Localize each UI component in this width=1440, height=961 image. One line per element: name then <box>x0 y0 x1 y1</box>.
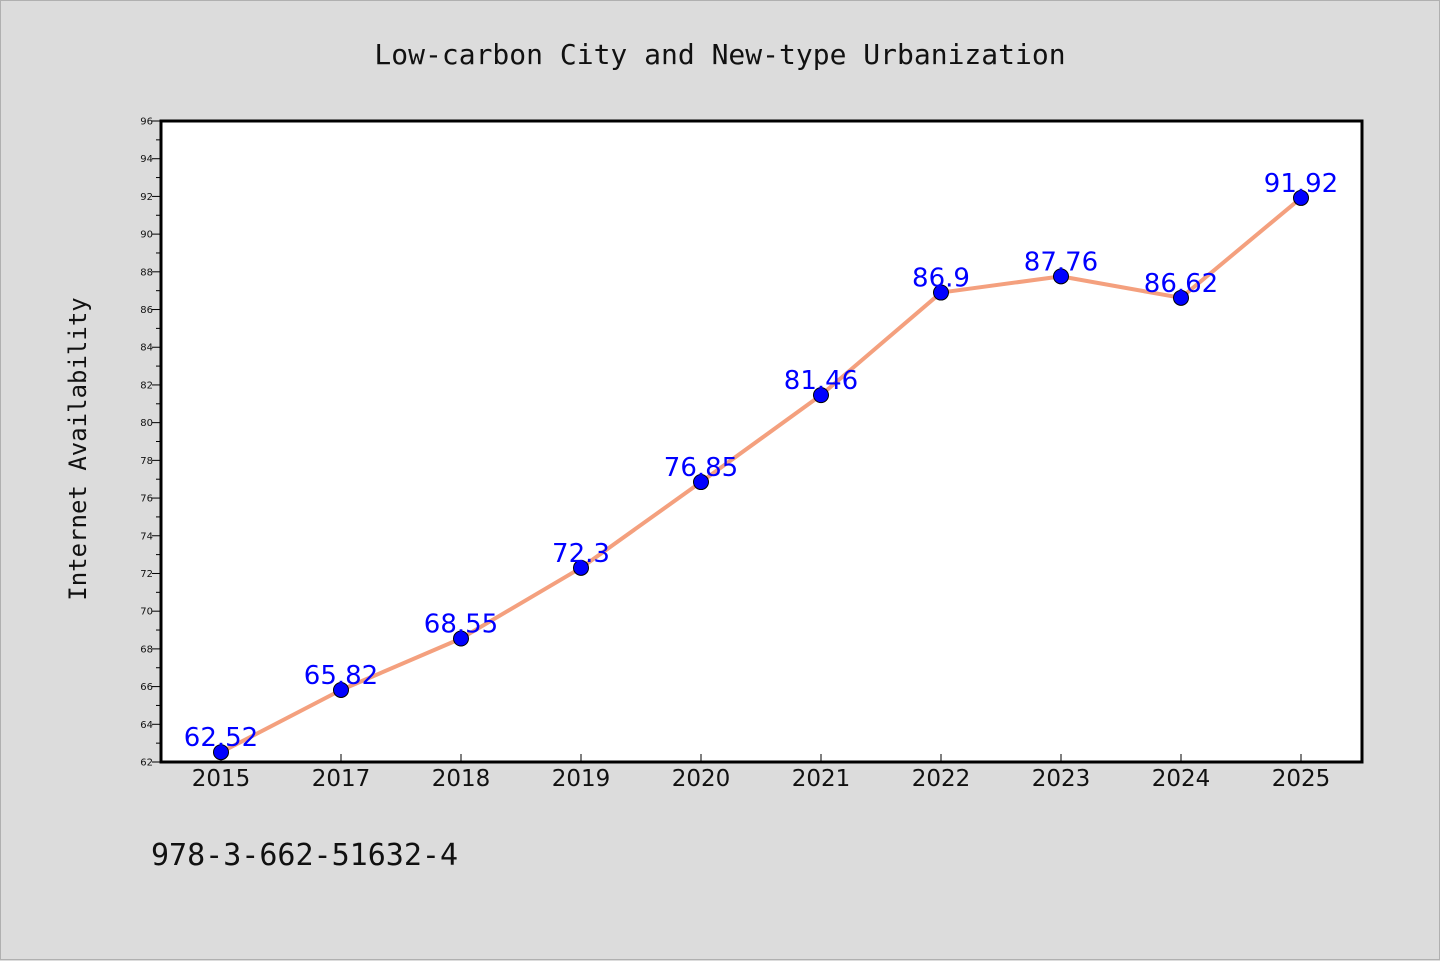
y-tick-label: 70 <box>140 607 153 618</box>
data-value-label: 65.82 <box>304 661 378 691</box>
x-tick-label: 2021 <box>792 766 851 792</box>
series-line <box>219 195 1303 755</box>
data-point-marker <box>453 630 469 647</box>
y-tick-label: 76 <box>140 494 153 505</box>
data-value-label: 81.46 <box>784 366 858 396</box>
data-labels: 62.52 65.82 68.55 72.3 76.85 81.46 86.9 87.76 86… <box>184 169 1338 753</box>
x-tick-label: 2023 <box>1032 766 1091 792</box>
y-tick-label: 72 <box>140 569 153 580</box>
x-tick-label: 2024 <box>1152 766 1211 792</box>
y-tick-label: 78 <box>140 456 153 467</box>
x-tick-label: 2019 <box>552 766 611 792</box>
plot-frame <box>159 119 1364 764</box>
y-tick-label: 80 <box>140 418 153 429</box>
data-point-marker <box>1293 189 1309 206</box>
y-tick-label: 86 <box>140 305 153 316</box>
data-markers <box>213 189 1309 761</box>
data-value-label: 68.55 <box>424 610 498 640</box>
data-point-marker <box>813 387 829 404</box>
y-tick-label: 94 <box>140 154 153 165</box>
data-value-label: 87.76 <box>1024 247 1098 277</box>
data-point-marker <box>933 284 949 301</box>
y-tick-label: 90 <box>140 230 153 241</box>
chart-title: Low-carbon City and New-type Urbanizatio… <box>374 38 1065 71</box>
y-tick-label: 92 <box>140 192 153 203</box>
y-tick-label: 74 <box>140 531 153 542</box>
data-value-label: 72.3 <box>552 539 610 569</box>
isbn-note: 978-3-662-51632-4 <box>151 838 458 873</box>
data-point-marker <box>1053 268 1069 285</box>
y-tick-label: 82 <box>140 380 153 391</box>
x-tick-label: 2025 <box>1272 766 1331 792</box>
x-tick-label: 2020 <box>672 766 731 792</box>
y-axis-ticks: 62 64 66 68 70 72 74 76 78 80 82 84 86 88 90 92 94 96 <box>140 117 161 769</box>
x-tick-label: 2018 <box>432 766 491 792</box>
y-tick-label: 88 <box>140 267 153 278</box>
y-tick-label: 62 <box>140 758 153 769</box>
x-tick-label: 2017 <box>312 766 371 792</box>
y-tick-label: 96 <box>140 117 153 128</box>
data-value-label: 91.92 <box>1264 169 1338 199</box>
data-point-marker <box>693 474 709 491</box>
x-tick-label: 2015 <box>192 766 251 792</box>
x-axis-ticks: 2015 2017 2018 2019 2020 2021 2022 2023 2024 2025 <box>192 754 1331 792</box>
data-value-label: 76.85 <box>664 453 738 483</box>
data-point-marker <box>573 559 589 576</box>
data-point-marker <box>333 681 349 698</box>
data-value-label: 86.62 <box>1144 269 1218 299</box>
y-tick-label: 84 <box>140 343 153 354</box>
y-tick-label: 68 <box>140 644 153 655</box>
plot-area <box>161 121 1362 762</box>
y-axis-label: Internet Availability <box>64 297 92 600</box>
data-point-marker <box>213 744 229 761</box>
y-tick-label: 66 <box>140 682 153 693</box>
data-point-marker <box>1173 289 1189 306</box>
data-value-label: 62.52 <box>184 723 258 753</box>
x-tick-label: 2022 <box>912 766 971 792</box>
data-value-label: 86.9 <box>912 264 970 294</box>
y-tick-label: 64 <box>140 720 153 731</box>
